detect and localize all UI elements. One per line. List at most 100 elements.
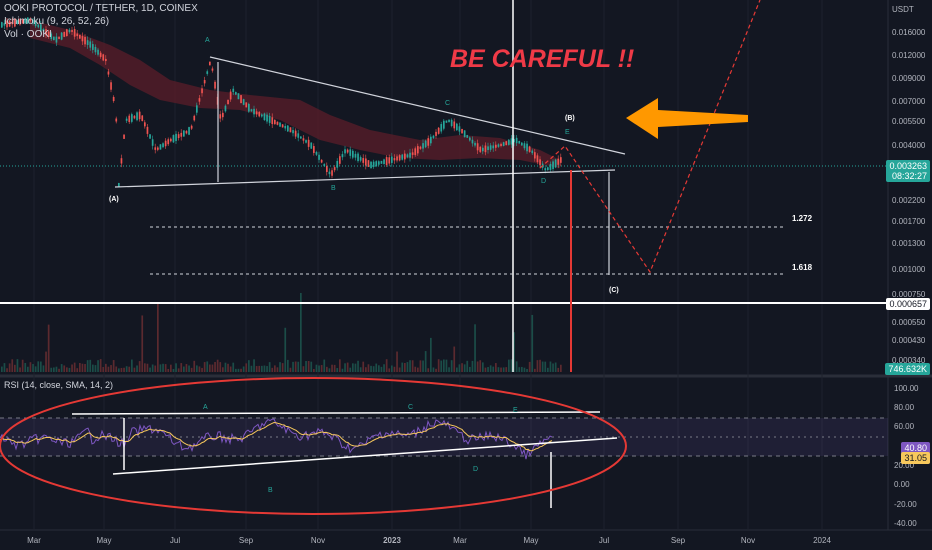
volume-bar: [510, 359, 513, 372]
candle-body: [281, 124, 284, 128]
candle-body: [333, 167, 336, 171]
volume-bar: [11, 359, 14, 372]
volume-bar: [110, 365, 112, 372]
candle-body: [279, 122, 281, 127]
candle-body: [443, 120, 445, 129]
volume-bar: [235, 368, 237, 372]
candle-body: [414, 148, 417, 156]
rsi-upper-trendline[interactable]: [71, 411, 601, 415]
candle-body: [510, 138, 513, 145]
volume-bar: [378, 365, 380, 372]
svg-text:20.00: 20.00: [894, 461, 915, 470]
volume-bar: [164, 364, 167, 372]
candle-body: [146, 126, 149, 134]
volume-bar: [245, 363, 248, 372]
rsi-lower-trendline[interactable]: [112, 437, 618, 475]
volume-bar: [3, 363, 6, 372]
volume-bar: [305, 361, 307, 372]
candle-body: [521, 142, 523, 146]
candle-body: [383, 159, 385, 165]
rsi-axis[interactable]: 100.00 80.00 60.00 20.00 0.00 -20.00 -40…: [894, 384, 919, 528]
svg-text:Mar: Mar: [27, 536, 41, 545]
volume-bar: [552, 363, 554, 372]
price-axis[interactable]: USDT 0.016000 0.012000 0.009000 0.007000…: [892, 5, 926, 365]
rsi-highlight-ellipse[interactable]: [0, 377, 627, 515]
volume-bar: [123, 367, 125, 372]
candle-body: [495, 144, 497, 148]
projection-path[interactable]: [539, 0, 761, 274]
rsi-legend[interactable]: RSI (14, close, SMA, 14, 2): [4, 380, 114, 390]
candle-body: [341, 154, 344, 158]
volume-bar: [157, 303, 159, 372]
volume-bar: [372, 366, 375, 372]
candle-body: [164, 140, 167, 147]
volume-bar: [133, 367, 136, 372]
volume-bar: [138, 361, 141, 372]
candle-body: [37, 24, 40, 28]
svg-text:C: C: [445, 100, 450, 107]
candle-body: [297, 133, 300, 138]
svg-text:0.005500: 0.005500: [892, 117, 926, 126]
volume-bar: [73, 362, 76, 372]
volume-bar: [534, 368, 536, 372]
lower-trendline[interactable]: [114, 169, 616, 188]
svg-text:May: May: [523, 536, 538, 545]
volume-bar: [440, 360, 443, 372]
candle-body: [479, 146, 482, 152]
volume-bar: [94, 365, 97, 372]
svg-text:0.004000: 0.004000: [892, 141, 926, 150]
volume-bar: [448, 367, 450, 372]
upper-trendline[interactable]: [209, 56, 626, 155]
candle-body: [549, 163, 552, 170]
volume-bar: [60, 364, 63, 372]
volume-bar: [331, 364, 333, 372]
volume-bar: [146, 363, 149, 372]
symbol-title[interactable]: OOKI PROTOCOL / TETHER, 1D, COINEX: [4, 3, 198, 14]
volume-bar: [222, 367, 224, 372]
candle-body: [274, 119, 276, 125]
svg-text:0.000550: 0.000550: [892, 318, 926, 327]
price-pane[interactable]: [0, 0, 888, 374]
ichimoku-legend[interactable]: Ichimoku (9, 26, 52, 26): [4, 16, 110, 27]
volume-bar: [549, 361, 552, 372]
volume-bar: [541, 361, 544, 372]
volume-bar: [263, 365, 266, 372]
volume-bar: [404, 362, 406, 372]
volume-bar: [313, 368, 315, 372]
volume-bar: [136, 365, 138, 372]
volume-legend[interactable]: Vol · OOKI: [4, 29, 52, 40]
candle-body: [502, 142, 505, 146]
candle-body: [500, 143, 502, 146]
time-axis[interactable]: Mar May Jul Sep Nov 2023 Mar May Jul Sep…: [27, 536, 831, 545]
be-careful-annotation[interactable]: BE CAREFUL !!: [450, 45, 634, 73]
volume-bar: [68, 367, 71, 372]
svg-text:Sep: Sep: [239, 536, 254, 545]
volume-bar: [198, 366, 201, 372]
candle-body: [110, 82, 112, 90]
volume-bar: [177, 368, 180, 372]
candle-body: [482, 147, 484, 152]
candle-body: [346, 149, 349, 153]
fib-1618-label: 1.618: [792, 263, 813, 272]
volume-bar: [175, 363, 177, 372]
volume-bar: [16, 359, 19, 372]
candle-body: [287, 125, 289, 132]
candle-body: [175, 133, 177, 141]
candle-body: [557, 158, 560, 165]
volume-bar: [391, 365, 393, 372]
volume-bar: [63, 365, 66, 372]
candle-body: [159, 144, 162, 150]
svg-text:0.009000: 0.009000: [892, 74, 926, 83]
svg-text:80.00: 80.00: [894, 403, 915, 412]
volume-bar: [188, 365, 190, 372]
volume-bar: [201, 367, 203, 372]
svg-text:Jul: Jul: [170, 536, 180, 545]
volume-bar: [359, 367, 362, 372]
candle-body: [409, 152, 411, 158]
candle-body: [463, 130, 466, 138]
candle-body: [266, 114, 268, 122]
volume-bar: [396, 351, 398, 372]
volume-bar: [367, 364, 370, 372]
candle-body: [380, 160, 383, 164]
